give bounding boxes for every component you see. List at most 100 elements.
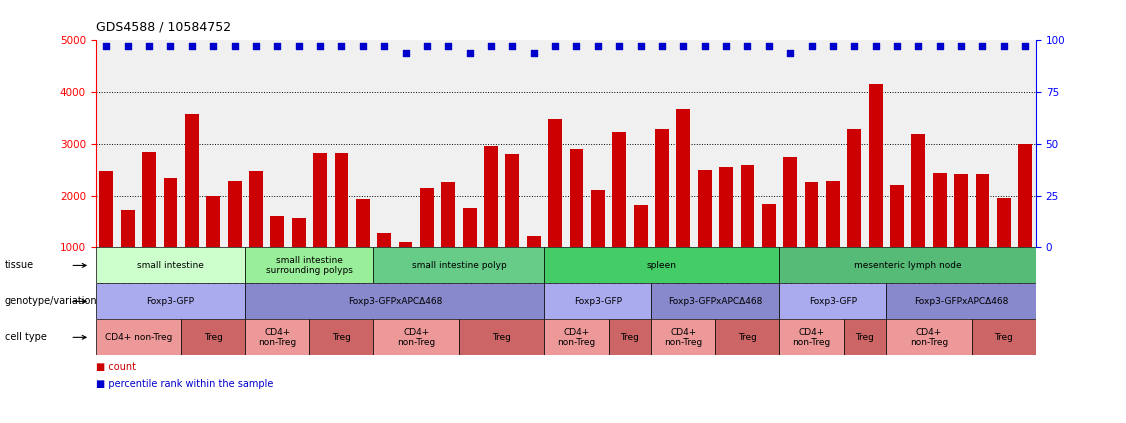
Point xyxy=(717,43,735,50)
Bar xyxy=(805,182,819,299)
Bar xyxy=(270,217,284,299)
Text: Foxp3-GFP: Foxp3-GFP xyxy=(574,297,622,306)
Bar xyxy=(245,319,310,355)
Bar xyxy=(591,190,605,299)
Point xyxy=(888,43,906,50)
Bar xyxy=(651,283,779,319)
Bar xyxy=(720,167,733,299)
Text: CD4+
non-Treg: CD4+ non-Treg xyxy=(397,328,436,347)
Bar xyxy=(545,319,608,355)
Bar xyxy=(99,171,114,299)
Point xyxy=(846,43,864,50)
Text: CD4+
non-Treg: CD4+ non-Treg xyxy=(910,328,948,347)
Bar xyxy=(96,247,245,283)
Bar xyxy=(613,132,626,299)
Bar xyxy=(570,149,583,299)
Point xyxy=(1017,43,1035,50)
Point xyxy=(546,43,564,50)
Text: ■ percentile rank within the sample: ■ percentile rank within the sample xyxy=(96,379,274,389)
Point xyxy=(995,43,1013,50)
Text: small intestine: small intestine xyxy=(137,261,204,270)
Bar xyxy=(954,174,968,299)
Bar xyxy=(245,283,545,319)
Text: small intestine polyp: small intestine polyp xyxy=(412,261,507,270)
Point xyxy=(225,43,243,50)
Bar xyxy=(779,247,1036,283)
Text: Foxp3-GFPxAPCΔ468: Foxp3-GFPxAPCΔ468 xyxy=(348,297,443,306)
Text: spleen: spleen xyxy=(647,261,677,270)
Bar xyxy=(96,283,245,319)
Bar xyxy=(206,196,221,299)
Bar xyxy=(313,153,327,299)
Point xyxy=(696,43,714,50)
Point xyxy=(289,43,307,50)
Bar xyxy=(762,204,776,299)
Bar xyxy=(527,236,540,299)
Bar xyxy=(506,154,519,299)
Point xyxy=(867,43,885,50)
Point xyxy=(910,43,928,50)
Bar xyxy=(96,319,181,355)
Text: CD4+
non-Treg: CD4+ non-Treg xyxy=(664,328,703,347)
Point xyxy=(931,43,949,50)
Bar xyxy=(677,109,690,299)
Bar xyxy=(545,283,651,319)
Text: Treg: Treg xyxy=(204,333,223,342)
Text: genotype/variation: genotype/variation xyxy=(5,297,97,306)
Bar xyxy=(227,181,242,299)
Bar xyxy=(548,119,562,299)
Text: Foxp3-GFP: Foxp3-GFP xyxy=(808,297,857,306)
Bar xyxy=(826,181,840,299)
Bar xyxy=(292,218,305,299)
Bar xyxy=(463,208,476,299)
Bar xyxy=(651,319,715,355)
Bar xyxy=(972,319,1036,355)
Point xyxy=(739,43,757,50)
Text: tissue: tissue xyxy=(5,261,34,270)
Text: Foxp3-GFPxAPCΔ468: Foxp3-GFPxAPCΔ468 xyxy=(668,297,762,306)
Bar xyxy=(249,171,262,299)
Bar xyxy=(185,114,199,299)
Text: CD4+
non-Treg: CD4+ non-Treg xyxy=(793,328,831,347)
Bar xyxy=(1018,144,1033,299)
Bar xyxy=(484,146,498,299)
Point xyxy=(568,43,586,50)
Bar xyxy=(334,153,348,299)
Text: Treg: Treg xyxy=(620,333,640,342)
Bar xyxy=(634,206,647,299)
Point xyxy=(482,43,500,50)
Bar xyxy=(886,283,1036,319)
Bar xyxy=(399,242,412,299)
Point xyxy=(610,43,628,50)
Bar xyxy=(869,84,883,299)
Point xyxy=(439,43,457,50)
Bar xyxy=(441,181,455,299)
Text: Foxp3-GFPxAPCΔ468: Foxp3-GFPxAPCΔ468 xyxy=(914,297,1008,306)
Point xyxy=(118,43,136,50)
Text: Treg: Treg xyxy=(332,333,351,342)
Point xyxy=(589,43,607,50)
Text: CD4+ non-Treg: CD4+ non-Treg xyxy=(105,333,172,342)
Point xyxy=(418,43,436,50)
Text: small intestine
surrounding polyps: small intestine surrounding polyps xyxy=(266,256,352,275)
Point xyxy=(803,43,821,50)
Bar xyxy=(698,170,712,299)
Text: GDS4588 / 10584752: GDS4588 / 10584752 xyxy=(96,21,231,34)
Point xyxy=(354,43,372,50)
Point xyxy=(974,43,992,50)
Point xyxy=(953,43,971,50)
Point xyxy=(97,43,115,50)
Point xyxy=(332,43,350,50)
Bar xyxy=(608,319,651,355)
Bar xyxy=(374,319,459,355)
Point xyxy=(247,43,265,50)
Bar xyxy=(886,319,972,355)
Bar xyxy=(245,247,374,283)
Bar xyxy=(374,247,545,283)
Text: Foxp3-GFP: Foxp3-GFP xyxy=(146,297,195,306)
Point xyxy=(161,43,179,50)
Point xyxy=(268,43,286,50)
Bar xyxy=(848,129,861,299)
Bar xyxy=(420,188,434,299)
Bar xyxy=(142,151,157,299)
